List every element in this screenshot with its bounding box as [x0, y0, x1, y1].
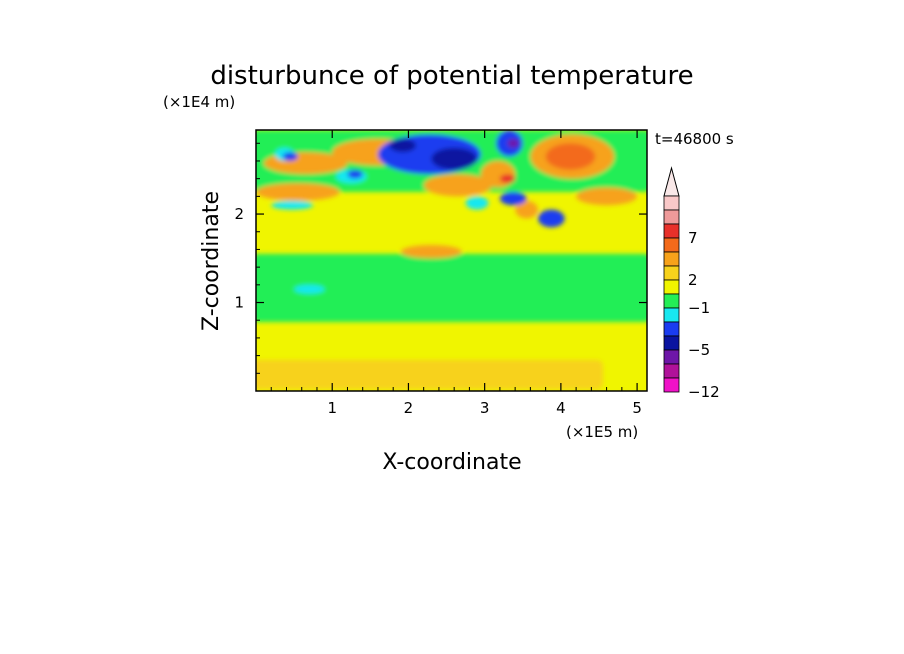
colorbar-label: 2 — [688, 271, 698, 289]
contour-region-orange — [515, 200, 539, 219]
contour-region-orange — [256, 183, 340, 201]
contour-region-blue — [499, 191, 527, 206]
y-tick-label: 1 — [234, 294, 244, 312]
colorbar-swatch — [663, 293, 680, 309]
x-tick-label: 5 — [632, 399, 642, 417]
plot-frame — [255, 129, 648, 392]
contour-region-dark-blue — [389, 138, 417, 153]
colorbar-swatch — [663, 363, 680, 379]
colorbar-extension-arrow — [663, 166, 680, 197]
x-tick-label: 4 — [556, 399, 566, 417]
colorbar-swatch — [663, 265, 680, 281]
colorbar-swatch — [663, 349, 680, 365]
x-tick-label: 1 — [327, 399, 337, 417]
colorbar-swatch — [663, 209, 680, 225]
colorbar-label: 7 — [688, 229, 698, 247]
colorbar-label: −5 — [688, 341, 710, 359]
contour-region-purple — [507, 138, 519, 148]
colorbar-swatch — [663, 195, 680, 211]
contour-region-blue — [538, 209, 565, 228]
contour-region-dark-orange — [545, 143, 596, 170]
chart-title: disturbunce of potential temperature — [210, 61, 693, 91]
contour-region-orange — [576, 187, 638, 206]
time-label: t=46800 s — [655, 130, 734, 148]
contour-region-orange — [400, 245, 462, 259]
plot-area: 1 2 3 4 5 1 2 — [234, 129, 648, 417]
contour-region-cyan — [465, 196, 489, 210]
y-unit-label: (×1E4 m) — [163, 93, 235, 111]
contour-region-blue — [347, 169, 363, 179]
y-tick-label: 2 — [234, 205, 244, 223]
colorbar-swatch — [663, 237, 680, 253]
y-axis-label: Z-coordinate — [199, 191, 224, 331]
colorbar: 7 2 −1 −5 −12 — [663, 166, 720, 401]
contour-region-blue — [282, 152, 298, 161]
contour-region-cyan — [271, 200, 314, 210]
colorbar-swatch — [663, 279, 680, 295]
contour-region-red — [499, 174, 516, 184]
x-tick-label: 3 — [480, 399, 490, 417]
colorbar-swatch — [663, 335, 680, 351]
contour-region-yellow-orange — [256, 360, 603, 390]
colorbar-label: −1 — [688, 299, 710, 317]
x-tick-label: 2 — [404, 399, 414, 417]
contour-region-orange — [480, 160, 516, 188]
colorbar-swatch — [663, 307, 680, 323]
colorbar-swatch — [663, 251, 680, 267]
colorbar-label: −12 — [688, 383, 720, 401]
x-unit-label: (×1E5 m) — [566, 423, 638, 441]
x-axis-label: X-coordinate — [382, 450, 521, 475]
colorbar-swatch — [663, 321, 680, 337]
contour-region-cyan — [294, 284, 325, 294]
colorbar-swatch — [663, 377, 680, 393]
contour-region-green — [256, 253, 647, 322]
colorbar-swatch — [663, 223, 680, 239]
contour-region-orange — [423, 174, 493, 197]
contour-region-dark-blue — [431, 147, 478, 170]
